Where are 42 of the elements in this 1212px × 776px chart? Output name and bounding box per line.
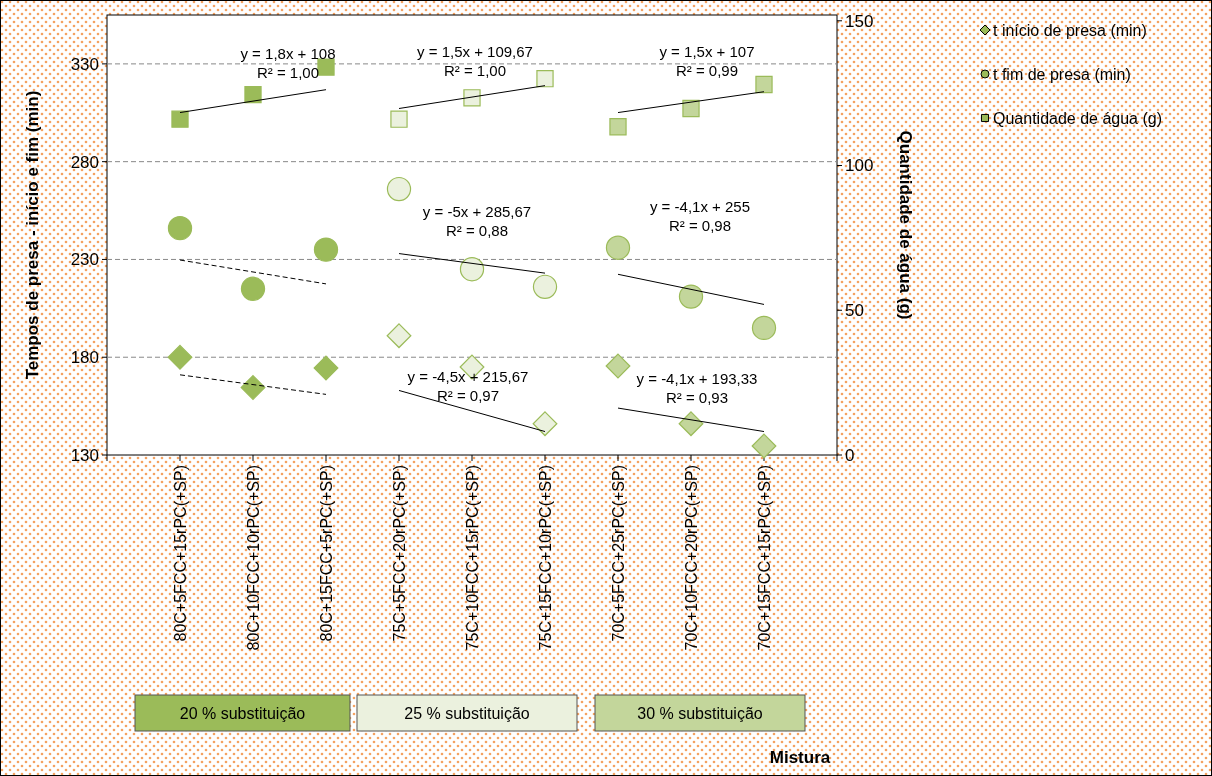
annotation: y = -4,1x + 255 R² = 0,98: [649, 198, 751, 235]
y-axis-title: Tempos de presa - início e fim (min): [23, 90, 42, 380]
x-tick-label: 80C+15FCC+5rPC(+SP): [317, 465, 335, 642]
y-tick-label: 180: [70, 348, 99, 368]
y2-tick-label: 150: [845, 11, 874, 31]
point: [171, 110, 189, 128]
x-tick-label: 75C+15FCC+10rPC(+SP): [536, 465, 554, 651]
annotation: y = -4,1x + 193,33 R² = 0,93: [636, 370, 758, 407]
x-tick-label: 70C+5FCC+25rPC(+SP): [609, 465, 627, 642]
x-tick-label: 80C+5FCC+15rPC(+SP): [171, 465, 189, 642]
y-tick-label: 330: [70, 54, 99, 74]
point: [682, 99, 700, 118]
x-tick-label: 80C+10FCC+10rPC(+SP): [244, 465, 262, 651]
point: [755, 75, 773, 94]
y-tick-label: 130: [70, 445, 99, 465]
x-tick-label: 70C+15FCC+15rPC(+SP): [755, 465, 773, 651]
y-tick-label: 230: [70, 250, 99, 270]
legend-label: t início de presa (min): [993, 21, 1147, 39]
point: [609, 118, 627, 136]
y2-tick-label: 0: [845, 445, 855, 465]
x-tick-label: 70C+10FCC+20rPC(+SP): [682, 465, 700, 651]
point: [536, 70, 554, 88]
y-tick-label: 280: [70, 152, 99, 172]
x-tick-label: 75C+10FCC+15rPC(+SP): [463, 465, 481, 651]
text: 25 % substituição: [404, 704, 530, 722]
text: Mistura: [769, 748, 831, 767]
annotation: y = 1,5x + 109,67 R² = 1,00: [417, 43, 533, 80]
annotation: y = -5x + 285,67 R² = 0,88: [422, 203, 532, 240]
point: [463, 89, 481, 107]
y2-axis-title: Quantidade de água (g): [896, 130, 915, 320]
point: [244, 85, 262, 104]
legend-label: Quantidade de água (g): [993, 109, 1163, 127]
text: 20 % substituição: [179, 704, 306, 722]
annotation: y = 1,8x + 108 R² = 1,00: [240, 45, 336, 82]
x-tick-label: 75C+5FCC+20rPC(+SP): [390, 465, 408, 642]
y2-tick-label: 100: [845, 156, 874, 176]
annotation: y = 1,5x + 107 R² = 0,99: [659, 43, 755, 80]
text: 30 % substituição: [637, 704, 763, 722]
point: [390, 110, 408, 128]
legend-label: t fim de presa (min): [993, 65, 1131, 83]
y2-tick-label: 50: [845, 301, 864, 321]
annotation: y = -4,5x + 215,67 R² = 0,97: [407, 368, 529, 405]
